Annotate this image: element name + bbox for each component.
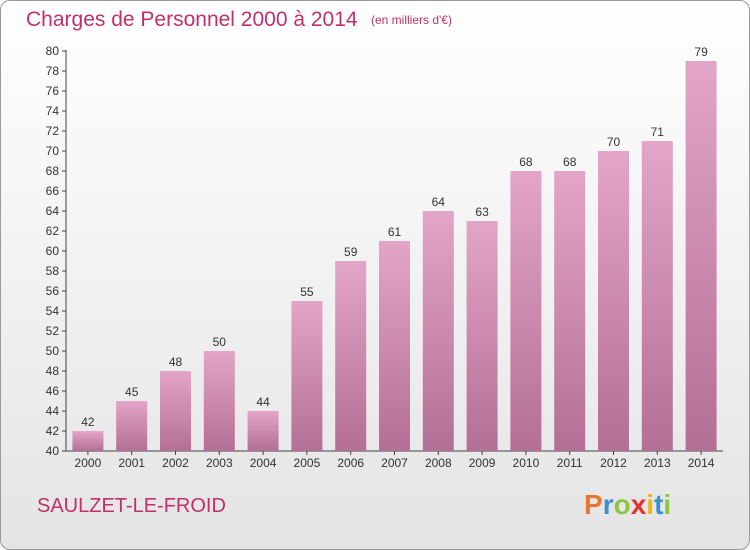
- data-label-2011: 68: [563, 155, 577, 169]
- x-axis-ticks: 2000 2001 2002 2003 2004 2005 2006 2007 2008 2009…: [75, 451, 715, 470]
- chart-subtitle: (en milliers d'€): [371, 13, 452, 27]
- data-label-2005: 55: [300, 285, 314, 299]
- y-tick-label: 78: [46, 64, 60, 78]
- y-tick-label: 54: [46, 304, 60, 318]
- bar-2000: [72, 431, 104, 451]
- x-tick-label-2001: 2001: [118, 456, 145, 470]
- x-tick-label-2013: 2013: [644, 456, 671, 470]
- y-tick-label: 56: [46, 284, 60, 298]
- data-label-2006: 59: [344, 245, 358, 259]
- y-tick-label: 68: [46, 164, 60, 178]
- x-tick-label-2014: 2014: [688, 456, 715, 470]
- logo-letter: x: [630, 489, 647, 520]
- data-label-2012: 70: [607, 135, 621, 149]
- y-tick-label: 74: [46, 104, 60, 118]
- data-label-2003: 50: [213, 335, 227, 349]
- data-label-2002: 48: [169, 355, 183, 369]
- x-tick-label-2011: 2011: [557, 456, 583, 470]
- x-tick-label-2006: 2006: [337, 456, 364, 470]
- bar-2007: [379, 241, 410, 451]
- y-axis-ticks: 40 42 44 46 48 50 52 54 56 58 60 62 64 66 68 70 72 74 76 78…: [46, 44, 66, 458]
- bar-2001: [116, 401, 148, 451]
- proxiti-logo: Proxiti: [584, 489, 671, 521]
- data-label-2008: 64: [432, 195, 446, 209]
- x-tick-label-2012: 2012: [600, 456, 627, 470]
- bar-2008: [422, 211, 454, 451]
- data-label-2014: 79: [694, 45, 708, 59]
- x-tick-label-2008: 2008: [425, 456, 452, 470]
- bars-group: 42 45 48 50 44 55 59 61 64 63 68 68 70 71 79: [72, 45, 717, 451]
- y-tick-label: 70: [46, 144, 60, 158]
- y-tick-label: 80: [46, 44, 60, 58]
- bar-2010: [510, 171, 542, 451]
- data-label-2007: 61: [388, 225, 402, 239]
- x-tick-label-2003: 2003: [206, 456, 233, 470]
- logo-letter: i: [663, 489, 672, 520]
- data-label-2000: 42: [81, 415, 95, 429]
- x-tick-label-2009: 2009: [469, 456, 496, 470]
- x-tick-label-2000: 2000: [75, 456, 102, 470]
- commune-name: SAULZET-LE-FROID: [37, 495, 226, 517]
- bar-2012: [598, 151, 629, 451]
- y-tick-label: 48: [46, 364, 60, 378]
- data-label-2013: 71: [651, 125, 665, 139]
- data-label-2004: 44: [256, 395, 270, 409]
- bar-2005: [291, 301, 323, 451]
- logo-letter: i: [646, 489, 655, 520]
- bar-2013: [641, 141, 673, 451]
- logo-letter: P: [584, 489, 603, 520]
- y-tick-label: 44: [46, 404, 60, 418]
- bar-2011: [554, 171, 586, 451]
- x-tick-label-2010: 2010: [513, 456, 540, 470]
- y-tick-label: 52: [46, 324, 60, 338]
- y-tick-label: 60: [46, 244, 60, 258]
- bar-2009: [466, 221, 498, 451]
- y-tick-label: 72: [46, 124, 60, 138]
- chart-title: Charges de Personnel 2000 à 2014: [26, 8, 358, 31]
- x-tick-label-2004: 2004: [250, 456, 277, 470]
- x-tick-label-2005: 2005: [294, 456, 321, 470]
- y-tick-label: 42: [46, 424, 60, 438]
- y-tick-label: 66: [46, 184, 60, 198]
- bar-2003: [203, 351, 235, 451]
- data-label-2009: 63: [475, 205, 489, 219]
- bar-2014: [685, 61, 717, 451]
- bar-2002: [160, 371, 191, 451]
- y-tick-label: 62: [46, 224, 60, 238]
- logo-letter: t: [654, 489, 664, 520]
- y-tick-label: 76: [46, 84, 60, 98]
- x-tick-label-2007: 2007: [381, 456, 408, 470]
- bar-2004: [247, 411, 279, 451]
- logo-letter: o: [613, 489, 631, 520]
- y-tick-label: 46: [46, 384, 60, 398]
- y-tick-label: 50: [46, 344, 60, 358]
- y-tick-label: 64: [46, 204, 60, 218]
- y-tick-label: 58: [46, 264, 60, 278]
- data-label-2010: 68: [519, 155, 533, 169]
- bar-2006: [335, 261, 367, 451]
- data-label-2001: 45: [125, 385, 139, 399]
- logo-letter: r: [602, 489, 614, 520]
- x-tick-label-2002: 2002: [162, 456, 189, 470]
- y-tick-label: 40: [46, 444, 60, 458]
